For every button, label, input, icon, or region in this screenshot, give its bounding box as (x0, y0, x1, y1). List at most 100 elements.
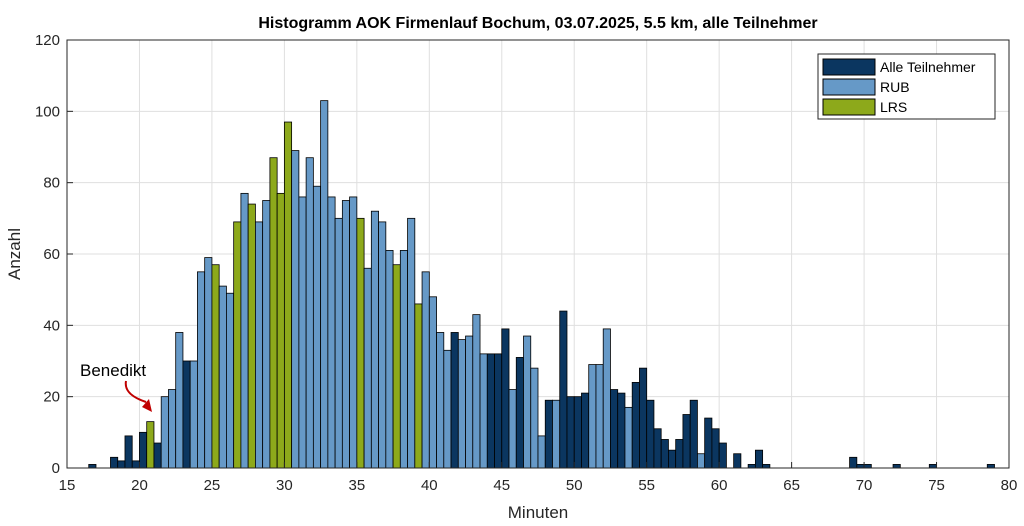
histogram-bar (457, 339, 466, 469)
histogram-bar (291, 150, 300, 469)
histogram-bar (697, 453, 706, 469)
histogram-bar (639, 367, 648, 469)
x-tick-label: 30 (276, 477, 293, 494)
histogram-bar (218, 285, 227, 469)
histogram-bar (602, 328, 611, 469)
x-tick-label: 65 (783, 477, 800, 494)
histogram-bar (262, 200, 271, 469)
x-axis-label: Minuten (508, 503, 568, 522)
histogram-bar (175, 332, 184, 469)
chart-title: Histogramm AOK Firmenlauf Bochum, 03.07.… (258, 15, 817, 32)
histogram-bar (305, 157, 314, 469)
histogram-bar (139, 431, 148, 469)
x-tick-label: 25 (204, 477, 221, 494)
histogram-bar (399, 250, 408, 469)
histogram-bar (428, 296, 437, 469)
histogram-bar (559, 310, 568, 469)
histogram-bar (892, 464, 901, 469)
histogram-bar (443, 349, 452, 469)
histogram-bar (226, 292, 235, 469)
histogram-bar (341, 200, 351, 469)
histogram-bar (269, 157, 278, 469)
x-tick-label: 75 (928, 477, 945, 494)
histogram-bar (523, 335, 532, 469)
histogram-bar (581, 392, 590, 469)
histogram-bar (537, 435, 546, 469)
histogram-bar (863, 464, 872, 469)
histogram-bar (450, 332, 459, 469)
histogram-bar (421, 271, 430, 469)
histogram-bar (320, 100, 329, 469)
histogram-bar (544, 399, 553, 469)
legend-swatch-lrs (822, 98, 876, 116)
histogram-bar (588, 364, 597, 469)
histogram-bar (370, 210, 379, 469)
histogram-bar (660, 439, 669, 469)
histogram-bar (711, 428, 720, 469)
x-tick-label: 40 (421, 477, 438, 494)
histogram-bar (88, 464, 97, 469)
histogram-bar (849, 456, 858, 469)
histogram-bar (624, 406, 633, 469)
x-tick-label: 20 (131, 477, 148, 494)
histogram-bar (327, 196, 336, 469)
y-tick-label: 40 (43, 317, 60, 334)
histogram-bar (407, 217, 416, 469)
histogram-bar (356, 217, 365, 469)
histogram-bar (631, 381, 640, 469)
histogram-bar (530, 367, 539, 469)
histogram-bar (117, 460, 126, 469)
histogram-bar (414, 303, 423, 469)
histogram-bar (233, 221, 242, 469)
histogram-bar (646, 399, 655, 469)
legend-label-rub: RUB (880, 79, 910, 95)
legend-label-lrs: LRS (880, 99, 907, 115)
x-tick-label: 60 (711, 477, 728, 494)
histogram-bar (378, 221, 387, 469)
histogram-bar (501, 328, 510, 469)
histogram-bar (508, 389, 517, 469)
histogram-bar (595, 364, 604, 469)
histogram-bar (168, 389, 177, 469)
y-tick-label: 0 (52, 460, 60, 477)
histogram-bar (494, 353, 503, 469)
histogram-bar (704, 417, 713, 469)
histogram-bar (762, 464, 771, 469)
histogram-bar (573, 396, 582, 469)
y-tick-label: 100 (35, 103, 60, 120)
legend-swatch-rub (822, 78, 876, 96)
histogram-bar (363, 267, 372, 469)
histogram-bar (566, 396, 575, 469)
annotation-arrow-head (142, 399, 152, 412)
annotation-benedikt: Benedikt (80, 361, 152, 412)
histogram-bar (986, 464, 995, 469)
histogram-bar (298, 196, 307, 469)
x-tick-label: 70 (856, 477, 873, 494)
histogram-bar (254, 221, 264, 469)
bars (88, 100, 995, 469)
histogram-bar (283, 121, 293, 469)
histogram-bar (110, 456, 119, 469)
histogram-bar (682, 414, 691, 469)
histogram-bar (160, 396, 169, 469)
histogram-bar (211, 264, 220, 469)
histogram-bar (204, 257, 213, 469)
legend-swatch-alle-teilnehmer (822, 58, 876, 76)
x-tick-label: 35 (349, 477, 366, 494)
histogram-bar (653, 428, 662, 469)
histogram-bar (436, 332, 445, 469)
histogram-bar (334, 217, 343, 469)
legend: Alle Teilnehmer RUB LRS (817, 53, 996, 120)
y-tick-label: 80 (43, 175, 60, 192)
histogram-bar (718, 442, 727, 469)
histogram-bar (675, 439, 684, 469)
histogram-bar (385, 250, 394, 469)
x-tick-label: 80 (1001, 477, 1018, 494)
histogram-bar (153, 442, 162, 469)
histogram-bar (276, 192, 285, 469)
annotation-label: Benedikt (80, 361, 146, 380)
histogram-bar (465, 335, 474, 469)
axis-ticks: 15 20 25 30 35 40 45 50 55 60 65 70 75 80 0 20 40 60 80 100… (35, 32, 1017, 494)
histogram-bar (124, 435, 133, 469)
histogram-bar (617, 392, 626, 469)
